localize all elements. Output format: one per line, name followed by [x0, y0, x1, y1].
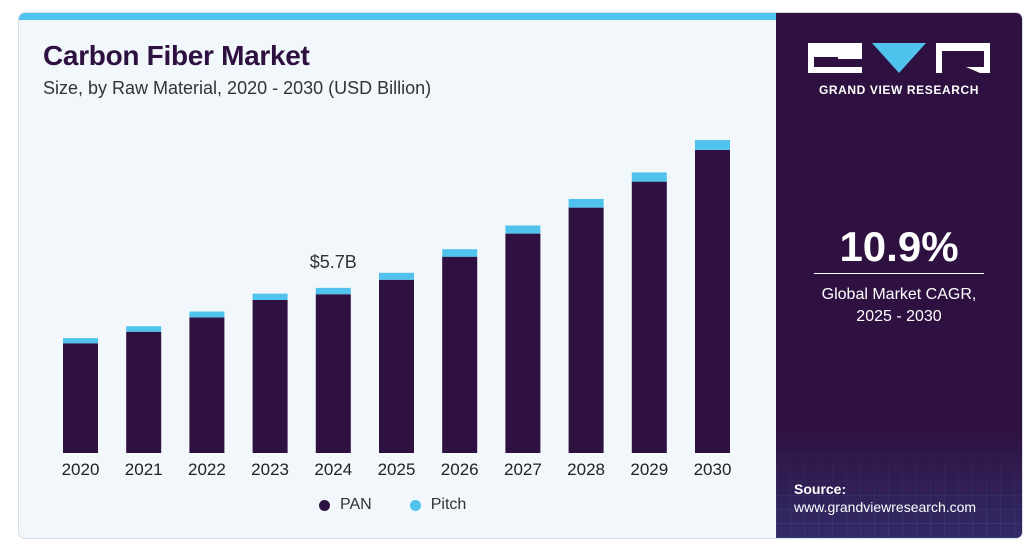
bar-pitch-2022: [189, 311, 225, 318]
brand-name: GRAND VIEW RESEARCH: [818, 83, 980, 97]
accent-bar: [19, 13, 776, 20]
x-tick-label-2026: 2026: [441, 460, 479, 479]
source-label: Source:: [794, 481, 847, 497]
x-tick-label-2024: 2024: [314, 460, 352, 479]
x-tick-label-2025: 2025: [378, 460, 416, 479]
summary-panel: GRAND VIEW RESEARCH 10.9% Global Market …: [776, 13, 1022, 538]
cagr-label-line2: 2025 - 2030: [856, 308, 942, 325]
bar-pitch-2024: [315, 287, 351, 295]
bar-pan-2026: [442, 256, 478, 453]
legend-item-pan: PAN: [319, 496, 372, 514]
bar-pitch-2021: [126, 326, 162, 332]
x-tick-label-2021: 2021: [125, 460, 163, 479]
source-link[interactable]: www.grandviewresearch.com: [794, 499, 977, 515]
bar-pan-2029: [631, 181, 667, 453]
chart-subtitle: Size, by Raw Material, 2020 - 2030 (USD …: [43, 78, 432, 98]
bar-pitch-2029: [631, 172, 667, 182]
decorative-grid: [776, 428, 1022, 538]
bar-pan-2024: [315, 294, 351, 453]
bar-pitch-2025: [379, 272, 414, 280]
bar-pitch-2027: [505, 225, 541, 234]
bar-pitch-2028: [568, 198, 604, 208]
x-tick-label-2022: 2022: [188, 460, 226, 479]
bar-pan-2030: [695, 149, 730, 453]
bar-pan-2027: [505, 233, 541, 453]
x-tick-label-2029: 2029: [630, 460, 668, 479]
x-tick-label-2030: 2030: [694, 460, 732, 479]
bar-chart: 2020 2021 2022 2023 2024 $5.7B 2025 2026 2027 202…: [62, 140, 732, 479]
legend-swatch-pitch: [409, 499, 421, 511]
bar-pan-2023: [252, 299, 288, 453]
cagr-label: Global Market CAGR, 2025 - 2030: [776, 284, 1022, 328]
legend-label-pitch: Pitch: [430, 496, 467, 513]
legend-item-pitch: Pitch: [409, 496, 467, 514]
legend-swatch-pan: [319, 499, 330, 511]
bar-pan-2022: [189, 317, 225, 453]
bar-pitch-2030: [695, 140, 730, 150]
chart-card: Carbon Fiber Market Size, by Raw Materia…: [19, 13, 1022, 538]
bar-pan-2021: [126, 331, 162, 453]
bar-pitch-2026: [442, 249, 478, 257]
bar-pitch-2020: [63, 338, 98, 344]
x-tick-label-2020: 2020: [62, 460, 100, 479]
bar-pan-2028: [568, 207, 604, 453]
bar-pan-2025: [379, 279, 414, 453]
cagr-label-line1: Global Market CAGR,: [821, 286, 977, 303]
legend-label-pan: PAN: [340, 496, 372, 513]
cagr-divider: [814, 273, 984, 274]
bar-pitch-2023: [252, 293, 288, 300]
x-tick-label-2023: 2023: [251, 460, 289, 479]
cagr-value: 10.9%: [839, 223, 959, 270]
chart-legend: PAN Pitch: [319, 496, 466, 514]
data-label-2024: $5.7B: [310, 252, 357, 272]
grand-view-research-logo: [808, 43, 990, 73]
bar-pan-2020: [63, 343, 98, 453]
chart-title: Carbon Fiber Market: [43, 40, 310, 71]
x-tick-label-2027: 2027: [504, 460, 542, 479]
x-tick-label-2028: 2028: [567, 460, 605, 479]
